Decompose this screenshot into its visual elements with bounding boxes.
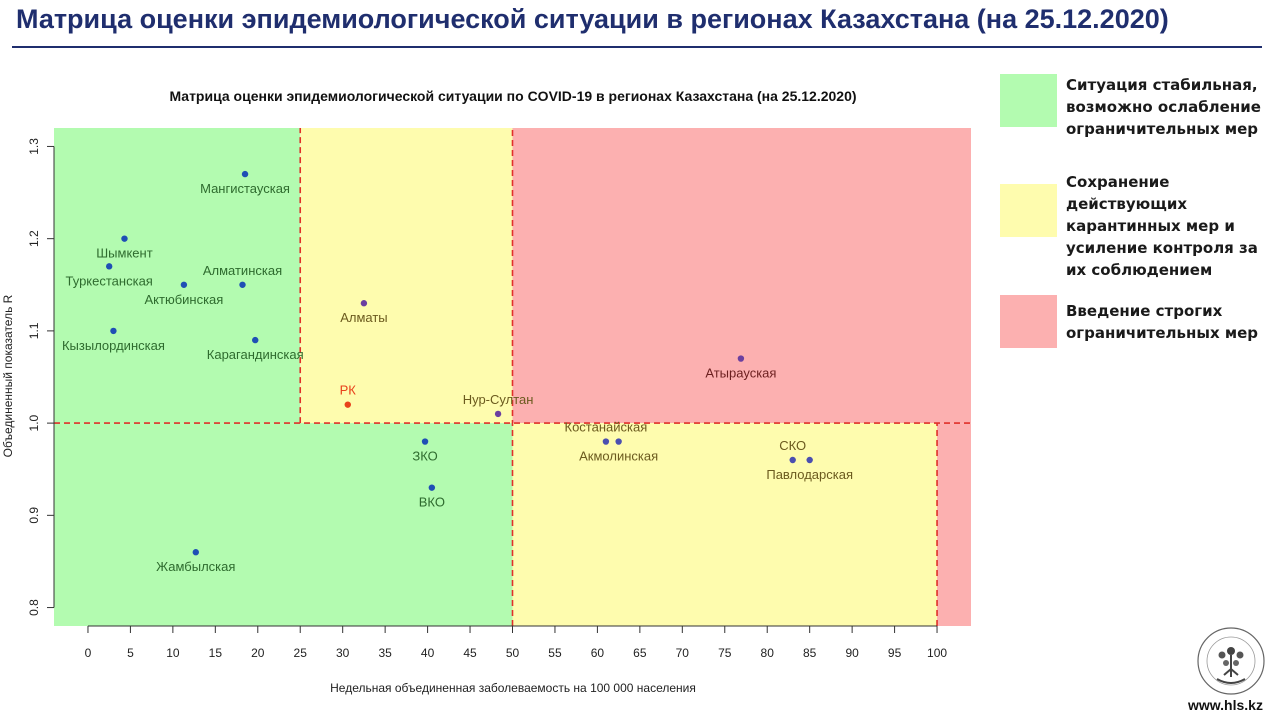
- x-tick-label: 20: [251, 646, 265, 660]
- zone-rect-0: [54, 128, 301, 424]
- point-label: Кызылординская: [62, 338, 165, 353]
- title-divider: [12, 46, 1262, 48]
- x-tick-label: 65: [633, 646, 647, 660]
- legend-text-maintain: Сохранение действующих карантинных мер и…: [1066, 173, 1258, 279]
- point-label: ВКО: [419, 495, 445, 510]
- zone-rect-2: [512, 128, 971, 424]
- y-axis-label: Объединенный показатель R: [1, 294, 15, 457]
- data-point: [239, 281, 246, 288]
- hls-logo-icon: [1197, 627, 1265, 695]
- x-tick-label: 70: [676, 646, 690, 660]
- point-label: ЗКО: [412, 449, 437, 464]
- point-label: Алматы: [340, 310, 387, 325]
- x-tick-label: 75: [718, 646, 732, 660]
- legend-text-strict: Введение строгих ограничительных мер: [1066, 302, 1259, 342]
- data-point: [180, 281, 188, 288]
- data-point: [789, 456, 796, 464]
- data-point: [494, 410, 502, 418]
- data-point: [110, 327, 117, 335]
- legend-swatch-stable: [1000, 74, 1057, 127]
- page-title: Матрица оценки эпидемиологической ситуац…: [16, 4, 1169, 34]
- chart-axes: 0 5 10 15 20 25 30 35 40 45 50 55 60 65 70 75 80 85 90 95 10…: [27, 138, 947, 660]
- x-tick-label: 45: [463, 646, 477, 660]
- data-point: [252, 336, 259, 344]
- threshold-lines: [54, 128, 971, 626]
- x-tick-label: 90: [845, 646, 859, 660]
- point-labels: Мангистауская Шымкент Туркестанская Актюбин…: [62, 181, 853, 574]
- x-tick-label: 5: [127, 646, 134, 660]
- data-point: [806, 456, 813, 464]
- y-tick-label: 1.3: [27, 138, 41, 155]
- point-label: Актюбинская: [144, 292, 223, 307]
- x-tick-label: 50: [506, 646, 520, 660]
- x-tick-label: 40: [421, 646, 435, 660]
- site-url: www.hls.kz: [1188, 697, 1263, 713]
- x-tick-label: 95: [888, 646, 902, 660]
- y-tick-label: 1.0: [27, 414, 41, 431]
- x-tick-label: 55: [548, 646, 562, 660]
- x-tick-label: 15: [209, 646, 223, 660]
- point-label: Атырауская: [705, 366, 776, 381]
- zone-rect-5: [937, 423, 971, 626]
- y-tick-label: 0.8: [27, 599, 41, 616]
- point-label: Мангистауская: [200, 181, 290, 196]
- zone-rect-1: [300, 128, 513, 424]
- point-label: СКО: [779, 438, 806, 453]
- y-tick-label: 0.9: [27, 507, 41, 524]
- chart-title: Матрица оценки эпидемиологической ситуац…: [169, 88, 856, 104]
- point-label: Костанайская: [565, 420, 648, 435]
- data-point: [360, 300, 368, 307]
- legend-swatch-maintain: [1000, 184, 1057, 237]
- x-axis-label: Недельная объединенная заболеваемость на…: [330, 681, 696, 695]
- point-label: Жамбылская: [156, 559, 235, 574]
- x-tick-label: 0: [85, 646, 92, 660]
- data-point: [737, 355, 745, 362]
- legend-text-stable: Ситуация стабильная, возможно ослабление…: [1066, 76, 1261, 138]
- zone-rect-4: [512, 423, 938, 626]
- data-point: [615, 438, 622, 445]
- point-label: Нур-Султан: [463, 392, 534, 407]
- point-label: Карагандинская: [207, 347, 304, 362]
- data-point: [241, 170, 249, 178]
- point-label: Алматинская: [203, 263, 282, 278]
- y-tick-label: 1.2: [27, 230, 41, 247]
- zone-rect-3: [54, 423, 513, 626]
- zone-backgrounds: [54, 128, 971, 626]
- x-tick-label: 100: [927, 646, 947, 660]
- point-label: Павлодарская: [766, 467, 853, 482]
- data-points: [105, 170, 813, 556]
- x-tick-label: 85: [803, 646, 817, 660]
- x-tick-label: 30: [336, 646, 350, 660]
- point-label: Акмолинская: [579, 449, 658, 464]
- point-label: Туркестанская: [66, 273, 153, 288]
- x-tick-label: 35: [378, 646, 392, 660]
- point-label: РК: [340, 383, 357, 398]
- x-tick-label: 25: [294, 646, 308, 660]
- y-tick-label: 1.1: [27, 322, 41, 339]
- x-tick-label: 80: [761, 646, 775, 660]
- data-point: [121, 235, 128, 242]
- point-label: Шымкент: [96, 246, 152, 261]
- x-tick-label: 10: [166, 646, 180, 660]
- data-point: [105, 263, 113, 270]
- data-point: [602, 438, 610, 445]
- data-point: [344, 401, 351, 408]
- data-point: [428, 484, 436, 491]
- data-point: [192, 549, 199, 556]
- x-tick-label: 60: [591, 646, 605, 660]
- legend-swatch-strict: [1000, 295, 1057, 348]
- data-point: [421, 438, 429, 445]
